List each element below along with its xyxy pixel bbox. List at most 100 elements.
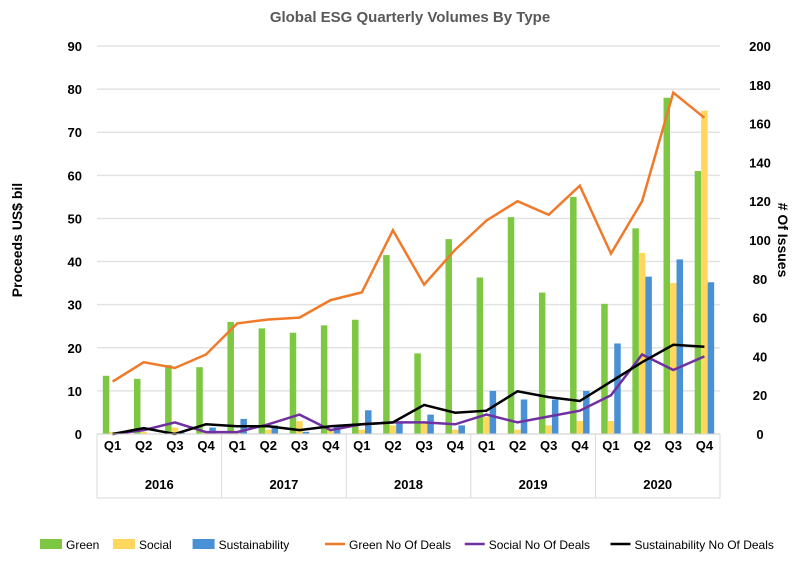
bar-social [327, 429, 334, 434]
bar-sustainability [551, 399, 559, 434]
year-label: 2020 [643, 477, 672, 492]
legend-swatch [113, 539, 135, 549]
bar-green [165, 365, 172, 434]
chart-title: Global ESG Quarterly Volumes By Type [270, 9, 550, 26]
bar-social [701, 110, 708, 435]
year-label: 2016 [145, 477, 174, 492]
quarter-label: Q1 [602, 438, 619, 453]
bar-green [663, 97, 671, 434]
line-green-no-of-deals [111, 90, 706, 383]
bar-green [507, 217, 515, 434]
bar-green [289, 332, 297, 434]
bar-social [296, 421, 303, 434]
bar-sustainability [489, 390, 497, 434]
bar-sustainability [583, 390, 590, 434]
y2-tick-label: 120 [749, 194, 771, 209]
quarter-label: Q2 [135, 438, 152, 453]
legend-swatch [192, 539, 215, 549]
bar-green [570, 196, 577, 434]
bar-sustainability [271, 425, 279, 434]
legend-label: Green No Of Deals [349, 538, 451, 552]
bar-social [545, 425, 552, 434]
quarter-label: Q3 [665, 438, 682, 453]
bar-sustainability [520, 399, 528, 434]
legend-label: Sustainability [219, 538, 290, 552]
bar-social [389, 425, 397, 434]
year-label: 2017 [269, 477, 298, 492]
y2-tick-label: 160 [749, 117, 771, 132]
bar-sustainability [427, 414, 434, 434]
quarter-label: Q2 [633, 438, 650, 453]
legend-label: Social No Of Deals [489, 538, 590, 552]
bar-green [383, 255, 390, 434]
bar-green [445, 239, 452, 434]
quarter-label: Q3 [540, 438, 557, 453]
bar-social [638, 252, 646, 434]
quarter-label: Q2 [384, 438, 401, 453]
year-label: 2018 [394, 477, 423, 492]
y2-tick-label: 60 [753, 311, 767, 326]
y2-tick-label: 40 [753, 349, 767, 364]
quarter-label: Q1 [229, 438, 246, 453]
quarter-label: Q1 [104, 438, 121, 453]
y-tick-label: 50 [68, 211, 82, 226]
y2-tick-label: 180 [749, 78, 771, 93]
bar-social [358, 429, 366, 434]
y-axis-label: Proceeds US$ bil [9, 183, 25, 297]
bar-green [414, 353, 421, 434]
y2-tick-label: 20 [753, 388, 767, 403]
bar-green [102, 375, 110, 434]
bar-sustainability [365, 410, 372, 434]
bar-social [140, 431, 147, 434]
y-tick-label: 0 [75, 427, 82, 442]
legend-swatch [40, 539, 62, 549]
bar-social [514, 429, 521, 434]
legend-label: Sustainability No Of Deals [635, 538, 774, 552]
quarter-label: Q3 [166, 438, 183, 453]
quarter-label: Q2 [260, 438, 277, 453]
y-tick-label: 70 [68, 125, 82, 140]
bar-green [694, 171, 702, 434]
bar-sustainability [707, 282, 715, 434]
quarter-label: Q1 [478, 438, 495, 453]
y2-axis-label: # Of Issues [775, 203, 791, 278]
bar-sustainability [396, 423, 403, 434]
bar-green [320, 325, 328, 434]
legend-label: Social [139, 538, 172, 552]
bar-social [607, 421, 615, 434]
bar-green [632, 228, 639, 434]
y2-tick-label: 0 [756, 427, 763, 442]
bar-social [670, 283, 677, 434]
quarter-label: Q4 [696, 438, 714, 453]
line-sustainability-no-of-deals [112, 343, 705, 436]
quarter-label: Q1 [353, 438, 370, 453]
y-tick-label: 30 [68, 298, 82, 313]
y2-tick-label: 140 [749, 155, 771, 170]
y-tick-label: 40 [68, 255, 82, 270]
bar-sustainability [178, 432, 185, 434]
bar-sustainability [302, 431, 310, 434]
quarter-label: Q4 [322, 438, 340, 453]
y-tick-label: 80 [68, 82, 82, 97]
bar-green [601, 303, 608, 434]
bar-social [265, 429, 272, 434]
y-tick-label: 10 [68, 384, 82, 399]
y2-tick-label: 100 [749, 233, 771, 248]
bar-green [227, 321, 234, 434]
bar-sustainability [645, 276, 652, 434]
bar-sustainability [209, 427, 216, 434]
bar-social [451, 429, 459, 434]
bar-green [476, 277, 484, 434]
y-tick-label: 20 [68, 341, 82, 356]
line-social-no-of-deals [112, 352, 705, 436]
legend-label: Green [66, 538, 99, 552]
y2-tick-label: 80 [753, 272, 767, 287]
bar-sustainability [676, 259, 684, 434]
y2-tick-label: 200 [749, 39, 771, 54]
bar-green [352, 319, 359, 434]
bar-social [420, 423, 428, 434]
bar-social [171, 427, 179, 434]
quarter-label: Q4 [571, 438, 589, 453]
